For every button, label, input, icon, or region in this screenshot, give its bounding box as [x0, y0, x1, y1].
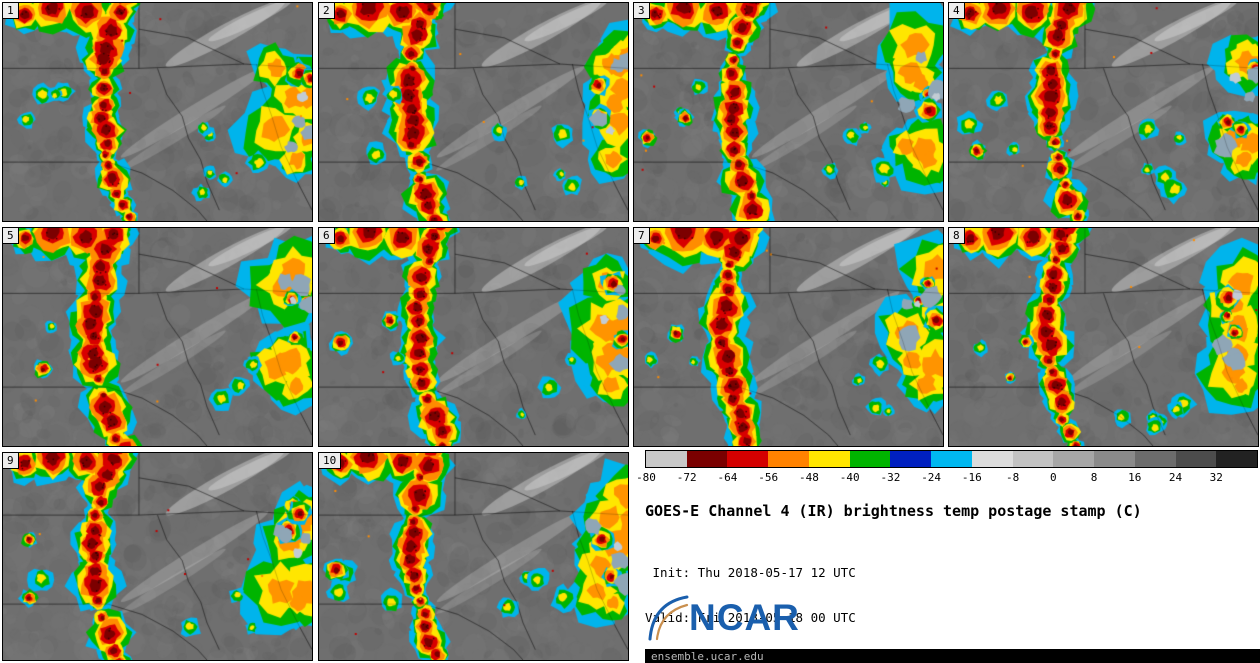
satellite-ir-image: [3, 3, 312, 221]
satellite-ir-image: [634, 3, 943, 221]
panel-number-label: 5: [3, 228, 19, 244]
panel-number-label: 8: [949, 228, 965, 244]
init-time-label: Init: Thu 2018-05-17 12 UTC: [645, 565, 856, 580]
colorbar-segment: [1012, 451, 1054, 467]
colorbar-tick-label: -40: [839, 471, 860, 484]
ensemble-panel: 1: [2, 2, 313, 222]
colorbar-tick-label: -48: [798, 471, 819, 484]
panel-number-label: 4: [949, 3, 965, 19]
colorbar-tick-label: -80: [636, 471, 656, 484]
colorbar: -80 -72 -64 -56 -48 -40 -32 -24 -16 -8 0 8 16 24 32: [636, 450, 1258, 490]
colorbar-segment: [849, 451, 891, 467]
satellite-ir-image: [3, 228, 312, 446]
ensemble-panel: 5: [2, 227, 313, 447]
colorbar-tick-label: -8: [1005, 471, 1020, 484]
ensemble-panel: 4: [948, 2, 1259, 222]
colorbar-segment: [808, 451, 850, 467]
colorbar-segment: [1175, 451, 1217, 467]
colorbar-segment: [971, 451, 1013, 467]
satellite-ir-image: [949, 3, 1258, 221]
satellite-ir-image: [634, 228, 943, 446]
ncar-logo-text: NCAR: [689, 597, 800, 638]
colorbar-segments: [645, 450, 1258, 468]
ensemble-panel: 3: [633, 2, 944, 222]
ensemble-panel: 2: [318, 2, 629, 222]
colorbar-segment: [768, 451, 809, 467]
colorbar-tick-label: -72: [676, 471, 697, 484]
colorbar-segment: [1134, 451, 1176, 467]
colorbar-tick-label: 0: [1050, 471, 1057, 484]
colorbar-tick-label: 32: [1209, 471, 1223, 484]
product-title: GOES-E Channel 4 (IR) brightness temp po…: [645, 502, 1142, 520]
satellite-ir-image: [319, 453, 628, 660]
footer-url: ensemble.ucar.edu: [651, 650, 764, 663]
panel-number-label: 9: [3, 453, 19, 469]
satellite-ir-image: [319, 228, 628, 446]
ensemble-panel: 7: [633, 227, 944, 447]
ensemble-panel: 8: [948, 227, 1259, 447]
colorbar-tick-label: -32: [880, 471, 901, 484]
ensemble-panel: 6: [318, 227, 629, 447]
satellite-ir-image: [3, 453, 312, 660]
satellite-ir-image: [949, 228, 1258, 446]
ensemble-panel: 9: [2, 452, 313, 661]
panel-number-label: 6: [319, 228, 335, 244]
ncar-logo-swoosh: [648, 595, 689, 641]
colorbar-segment: [890, 451, 932, 467]
footer-bar: ensemble.ucar.edu: [645, 649, 1260, 663]
satellite-ir-image: [319, 3, 628, 221]
valid-time-label: Valid: Fri 2018-05-18 00 UTC: [645, 610, 856, 625]
colorbar-segment: [686, 451, 728, 467]
panel-number-label: 3: [634, 3, 650, 19]
colorbar-segment: [1216, 451, 1258, 467]
colorbar-tick-label: -24: [921, 471, 942, 484]
colorbar-segment: [1094, 451, 1135, 467]
panel-number-label: 7: [634, 228, 650, 244]
colorbar-segment: [1053, 451, 1095, 467]
colorbar-segment: [727, 451, 769, 467]
colorbar-tick-label: 24: [1168, 471, 1183, 484]
init-valid-times: Init: Thu 2018-05-17 12 UTC Valid: Fri 2…: [645, 535, 856, 655]
colorbar-segment: [931, 451, 972, 467]
colorbar-tick-label: -56: [758, 471, 779, 484]
panel-number-label: 2: [319, 3, 335, 19]
colorbar-tick-label: 16: [1128, 471, 1142, 484]
panel-number-label: 10: [319, 453, 342, 469]
colorbar-segment: [646, 451, 687, 467]
colorbar-tick-label: -64: [717, 471, 738, 484]
ensemble-panel: 10: [318, 452, 629, 661]
panel-number-label: 1: [3, 3, 19, 19]
colorbar-tick-label: -16: [961, 471, 982, 484]
colorbar-tick-label: 8: [1090, 471, 1098, 484]
ncar-logo: NCAR: [645, 590, 800, 646]
